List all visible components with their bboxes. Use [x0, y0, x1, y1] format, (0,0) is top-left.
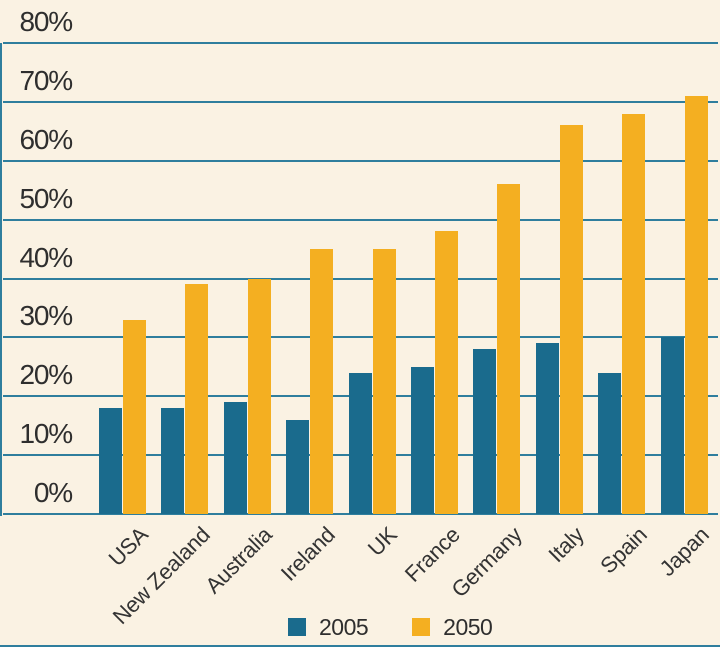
bar-2005-japan [660, 337, 684, 514]
legend-swatch-2005 [288, 618, 306, 636]
bar-2005-spain [598, 372, 622, 514]
bar-2050-ireland [310, 249, 334, 514]
bar-2005-france [411, 366, 434, 514]
legend-item-2005: 2005 [288, 614, 369, 640]
y-tick-label-30: 30% [19, 300, 74, 332]
x-tick-label-japan: Japan [654, 522, 714, 582]
bar-2005-ireland [286, 419, 310, 514]
gridline-60 [3, 159, 718, 162]
y-axis-line [0, 43, 2, 516]
y-tick-label-80: 80% [19, 6, 74, 37]
x-tick-label-australia: Australia [200, 522, 277, 599]
bar-2050-uk [372, 249, 396, 514]
bar-2005-australia [223, 402, 247, 514]
legend-item-2050: 2050 [412, 614, 493, 640]
x-tick-label-spain: Spain [594, 522, 652, 579]
gridline-0 [3, 513, 718, 515]
gridline-40 [3, 277, 718, 280]
bar-2050-japan [684, 95, 708, 514]
x-tick-label-italy: Italy [543, 522, 589, 568]
x-tick-label-uk: UK [362, 522, 402, 561]
bar-2050-spain [622, 113, 646, 514]
y-tick-label-10: 10% [19, 418, 74, 450]
legend-label-2050: 2050 [443, 614, 493, 640]
y-tick-label-20: 20% [19, 359, 74, 391]
bar-2050-usa [123, 319, 146, 514]
legend-swatch-2050 [412, 618, 431, 636]
y-tick-label-60: 60% [19, 123, 74, 155]
bar-2050-new-zealand [185, 284, 209, 514]
bar-2005-usa [99, 408, 122, 514]
gridline-80 [3, 42, 718, 44]
bottom-divider-line [0, 645, 720, 647]
gridline-30 [3, 336, 718, 339]
bar-2050-france [435, 231, 458, 514]
bar-2005-italy [535, 343, 559, 514]
legend: 2005 2050 [288, 614, 493, 640]
x-tick-label-usa: USA [103, 522, 153, 572]
y-tick-label-70: 70% [19, 64, 74, 96]
gridline-70 [3, 100, 718, 103]
bar-2050-germany [497, 184, 521, 514]
gridline-50 [3, 218, 718, 221]
bar-2005-uk [348, 372, 372, 514]
bar-2005-new-zealand [161, 408, 185, 514]
y-tick-label-0: 0% [33, 477, 73, 508]
y-tick-label-50: 50% [19, 182, 74, 214]
bar-2050-australia [247, 278, 271, 514]
bar-2050-italy [559, 125, 583, 514]
y-tick-label-40: 40% [19, 241, 74, 273]
legend-label-2005: 2005 [319, 614, 369, 640]
x-tick-label-ireland: Ireland [275, 522, 340, 586]
bar-2005-germany [473, 349, 497, 514]
